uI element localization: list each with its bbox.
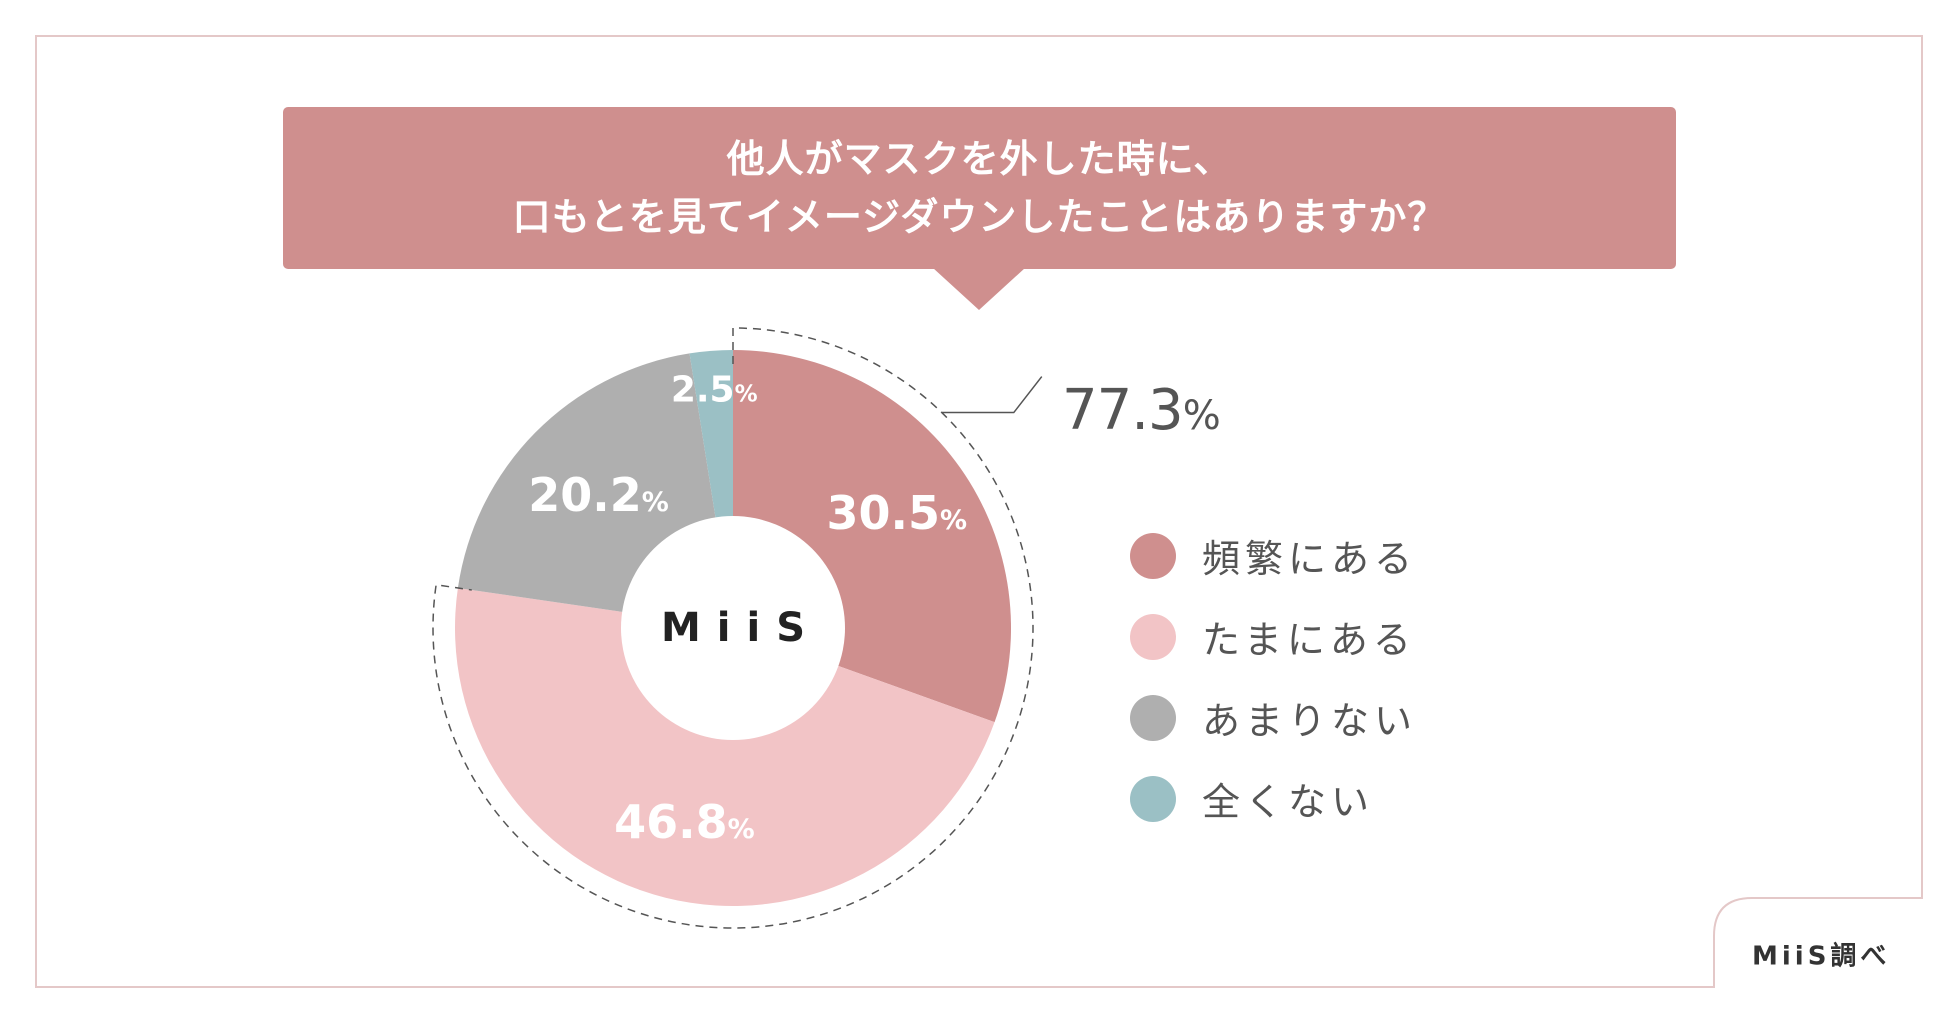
legend-item-sometimes: たまにある <box>1130 596 1417 677</box>
group-bracket-arc <box>432 327 1034 929</box>
legend-label-frequent: 頻繁にある <box>1202 537 1418 581</box>
center-hole <box>621 516 845 740</box>
source-label: MiiS調べ <box>1752 941 1891 972</box>
legend-label-never: 全くない <box>1202 780 1375 824</box>
label-never: 2.5% <box>671 369 758 410</box>
legend-item-frequent: 頻繁にある <box>1130 515 1417 596</box>
title-line-1: 他人がマスクを外した時に、 <box>726 137 1233 181</box>
label-rarely-number: 20.2 <box>528 468 642 523</box>
legend-item-never: 全くない <box>1130 758 1417 839</box>
group-leader-line <box>941 376 1043 414</box>
label-never-number: 2.5 <box>670 369 735 411</box>
legend-label-rarely: あまりない <box>1202 699 1418 743</box>
label-rarely: 20.2% <box>528 468 669 522</box>
label-rarely-unit: % <box>641 487 669 519</box>
label-frequent-number: 30.5 <box>826 485 940 540</box>
label-sometimes: 46.8% <box>614 795 755 849</box>
label-frequent: 30.5% <box>826 486 967 540</box>
title-banner: 他人がマスクを外した時に、 口もとを見てイメージダウンしたことはありますか？ <box>283 107 1676 269</box>
legend-swatch-frequent <box>1130 532 1176 579</box>
group-total-unit: % <box>1182 393 1221 439</box>
legend: 頻繁にある たまにある あまりない 全くない <box>1130 515 1417 839</box>
legend-swatch-never <box>1130 775 1176 822</box>
center-logo: MiiS <box>660 605 822 651</box>
label-sometimes-unit: % <box>727 814 755 846</box>
legend-swatch-sometimes <box>1130 613 1176 660</box>
title-banner-pointer <box>933 268 1025 310</box>
label-sometimes-number: 46.8 <box>614 795 728 850</box>
legend-label-sometimes: たまにある <box>1202 618 1416 662</box>
slice-sometimes <box>454 587 995 907</box>
group-total-number: 77.3 <box>1062 378 1184 443</box>
title-line-2: 口もとを見てイメージダウンしたことはありますか？ <box>512 195 1447 239</box>
label-frequent-unit: % <box>939 504 968 536</box>
group-total-label: 77.3% <box>1062 378 1221 443</box>
legend-item-rarely: あまりない <box>1130 677 1417 758</box>
legend-swatch-rarely <box>1130 694 1176 741</box>
label-never-unit: % <box>734 381 758 408</box>
